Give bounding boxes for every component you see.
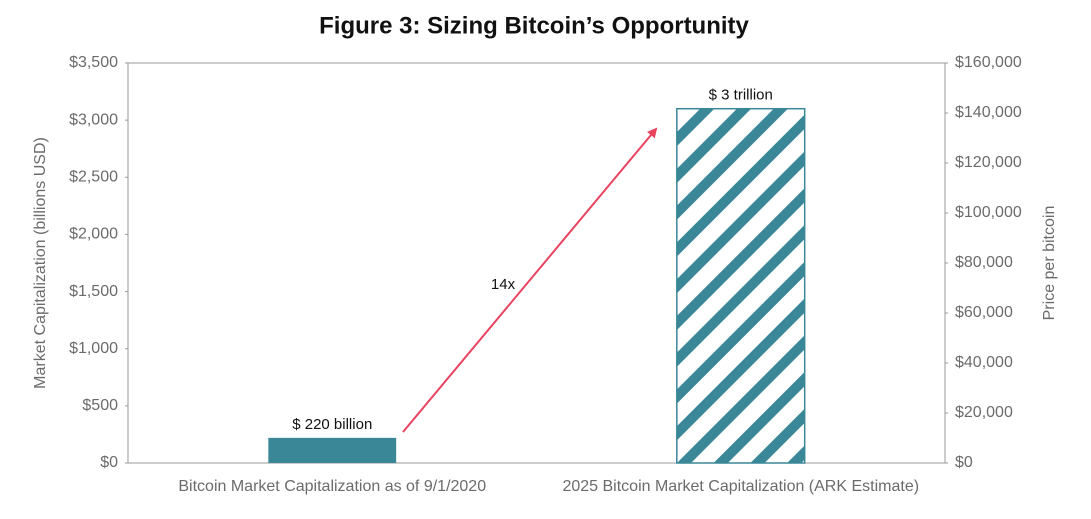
bar	[676, 107, 806, 464]
x-tick-label: Bitcoin Market Capitalization as of 9/1/…	[178, 478, 486, 495]
y2-tick-label: $0	[955, 454, 973, 471]
y-tick-label: $1,000	[69, 340, 118, 357]
y-tick-label: $2,500	[69, 169, 118, 186]
chart-title: Figure 3: Sizing Bitcoin’s Opportunity	[319, 12, 749, 39]
y2-tick-label: $140,000	[955, 104, 1022, 121]
annotation: 14x	[491, 276, 516, 293]
y2-tick-label: $60,000	[955, 304, 1013, 321]
bar	[268, 437, 397, 463]
y2-axis-title: Price per bitcoin	[1041, 206, 1058, 321]
y2-tick-label: $80,000	[955, 254, 1013, 271]
x-tick-label: 2025 Bitcoin Market Capitalization (ARK …	[562, 478, 919, 495]
y2-tick-label: $20,000	[955, 404, 1013, 421]
y2-tick-label: $160,000	[955, 54, 1022, 71]
growth-arrow	[402, 127, 658, 433]
value-label: $ 3 trillion	[709, 87, 773, 104]
y-tick-label: $0	[100, 454, 118, 471]
y2-tick-label: $100,000	[955, 204, 1022, 221]
y2-tick-label: $120,000	[955, 154, 1022, 171]
y-tick-label: $500	[82, 397, 118, 414]
value-label: $ 220 billion	[292, 416, 372, 433]
y2-tick-label: $40,000	[955, 354, 1013, 371]
plot-frame	[127, 62, 946, 464]
y-tick-label: $2,000	[69, 226, 118, 243]
y-axis-title: Market Capitalization (billions USD)	[32, 137, 49, 389]
y-tick-label: $3,000	[69, 111, 118, 128]
y-tick-label: $1,500	[69, 283, 118, 300]
y-tick-label: $3,500	[69, 54, 118, 71]
